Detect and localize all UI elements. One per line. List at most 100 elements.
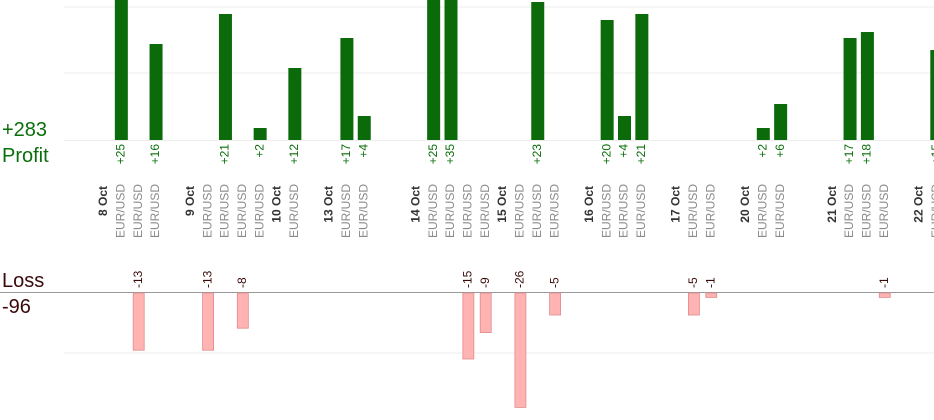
loss-bar	[549, 292, 561, 316]
pair-label: EUR/USD	[547, 184, 561, 238]
loss-bar	[202, 292, 215, 351]
loss-total: -96	[2, 296, 31, 318]
profit-bar	[253, 128, 267, 140]
pair-label: EUR/USD	[634, 184, 648, 238]
pair-label: EUR/USD	[461, 184, 475, 238]
profit-bar	[288, 68, 302, 140]
profit-value-label: +21	[218, 144, 232, 165]
loss-bar	[236, 292, 249, 329]
date-label: 20 Oct	[738, 186, 752, 223]
profit-value-label: +35	[443, 144, 457, 165]
pair-label: EUR/USD	[131, 184, 145, 238]
pair-label: EUR/USD	[617, 184, 631, 238]
profit-bar	[756, 128, 770, 140]
loss-bar	[705, 292, 718, 298]
trade-bars	[114, 0, 934, 408]
pair-label: EUR/USD	[513, 184, 527, 238]
date-label: 16 Oct	[582, 186, 596, 223]
profit-value-label: +17	[339, 144, 353, 165]
loss-label: Loss	[2, 270, 45, 292]
loss-bar	[688, 292, 700, 316]
loss-value-label: -5	[686, 277, 700, 288]
profit-bar	[149, 44, 163, 140]
profit-bar	[444, 0, 458, 140]
date-label: 14 Oct	[408, 186, 422, 223]
date-label: 21 Oct	[825, 186, 839, 223]
profit-bar	[860, 32, 874, 140]
pair-label: EUR/USD	[530, 184, 544, 238]
value-labels: +25-13+16-13+21-8+2 +12 +17 +4 +25 +35-15 -9 -2…	[114, 144, 934, 288]
profit-bar	[618, 116, 631, 140]
grid-lines	[0, 6, 934, 354]
profit-bar	[218, 14, 232, 140]
profit-bar	[635, 14, 649, 140]
profit-value-label: +16	[148, 144, 162, 165]
loss-value-label: -1	[703, 277, 717, 288]
date-label: 8 Oct	[96, 186, 110, 216]
pair-label: EUR/USD	[200, 184, 214, 238]
pair-label: EUR/USD	[426, 184, 440, 238]
date-label: 13 Oct	[322, 186, 336, 223]
profit-bar	[930, 50, 934, 140]
loss-bar	[462, 292, 475, 360]
profit-value-label: +12	[287, 144, 301, 165]
loss-value-label: -13	[200, 270, 214, 288]
profit-value-label: +25	[426, 144, 440, 165]
profit-bar	[357, 116, 371, 140]
profit-value-label: +4	[356, 144, 370, 158]
loss-value-label: -8	[235, 277, 249, 288]
profit-value-label: +2	[755, 144, 769, 158]
pair-label: EUR/USD	[148, 184, 162, 238]
loss-value-label: -13	[131, 270, 145, 288]
pair-label: EUR/USD	[218, 184, 232, 238]
pair-label: EUR/USD	[599, 184, 613, 238]
profit-bar	[340, 38, 354, 140]
profit-value-label: +4	[617, 144, 631, 158]
pair-label: EUR/USD	[235, 184, 249, 238]
profit-label: Profit	[2, 145, 49, 167]
profit-bar	[774, 104, 788, 140]
profit-value-label: +25	[114, 144, 128, 165]
date-label: 15 Oct	[495, 186, 509, 223]
profit-value-label: +2	[252, 144, 266, 158]
loss-bar	[514, 292, 527, 408]
loss-bar	[132, 292, 145, 351]
loss-value-label: -5	[547, 277, 561, 288]
pair-label: EUR/USD	[860, 184, 874, 238]
date-label: 9 Oct	[183, 186, 197, 216]
profit-total: +283	[2, 119, 48, 141]
pair-label: EUR/USD	[339, 184, 353, 238]
loss-bar	[479, 292, 492, 333]
pair-label: EUR/USD	[755, 184, 769, 238]
date-label: 10 Oct	[270, 186, 284, 223]
profit-bar	[843, 38, 857, 140]
trade-axis-labels: 8 Oct 9 Oct 10 Oct 13 Oct 14 Oct 15 Oct 16 Oct…	[96, 184, 934, 238]
loss-value-label: -15	[461, 270, 475, 288]
profit-value-label: +6	[773, 144, 787, 158]
pair-label: EUR/USD	[478, 184, 492, 238]
loss-bar	[878, 292, 891, 298]
loss-value-label: -26	[513, 270, 527, 288]
pair-label: EUR/USD	[842, 184, 856, 238]
pair-label: EUR/USD	[929, 184, 934, 238]
profit-value-label: +23	[530, 144, 544, 165]
pair-label: EUR/USD	[356, 184, 370, 238]
profit-value-label: +15	[929, 144, 934, 165]
pair-label: EUR/USD	[877, 184, 891, 238]
pair-label: EUR/USD	[703, 184, 717, 238]
date-label: 22 Oct	[912, 186, 926, 223]
profit-value-label: +17	[842, 144, 856, 165]
profit-bar	[531, 2, 545, 140]
profit-value-label: +18	[860, 144, 874, 165]
pair-label: EUR/USD	[287, 184, 301, 238]
profit-bar	[600, 20, 614, 140]
loss-value-label: -1	[877, 277, 891, 288]
pair-label: EUR/USD	[114, 184, 128, 238]
pair-label: EUR/USD	[773, 184, 787, 238]
profit-value-label: +20	[599, 144, 613, 165]
profit-bar	[427, 0, 441, 140]
pair-label: EUR/USD	[443, 184, 457, 238]
profit-bar	[114, 0, 128, 140]
pair-label: EUR/USD	[686, 184, 700, 238]
